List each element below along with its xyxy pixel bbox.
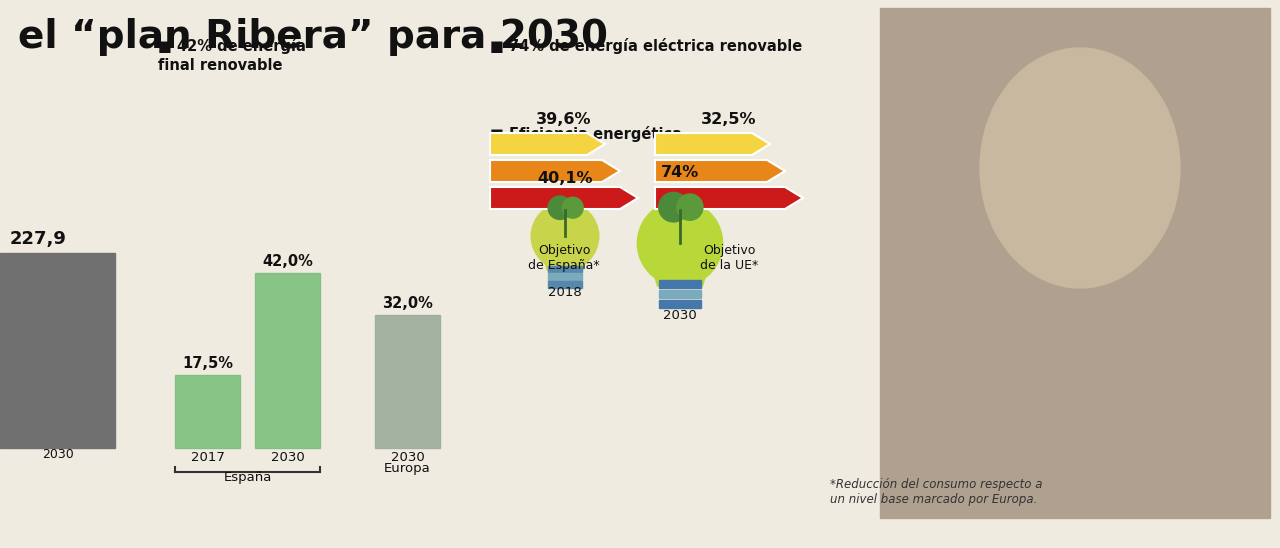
- Bar: [881, 8, 1270, 518]
- Bar: [375, 315, 440, 448]
- Text: 2030: 2030: [390, 451, 425, 464]
- Text: Objetivo
de España*: Objetivo de España*: [529, 244, 600, 272]
- Ellipse shape: [980, 48, 1180, 288]
- Polygon shape: [543, 256, 588, 271]
- Text: 2017: 2017: [191, 451, 224, 464]
- Text: 39,6%: 39,6%: [536, 112, 591, 127]
- Bar: [0, 253, 115, 448]
- Bar: [175, 375, 241, 448]
- Text: 32,5%: 32,5%: [701, 112, 756, 127]
- Text: 42,0%: 42,0%: [262, 254, 312, 269]
- Text: 32,0%: 32,0%: [381, 296, 433, 311]
- Polygon shape: [655, 133, 771, 155]
- Circle shape: [548, 196, 571, 219]
- Text: 17,5%: 17,5%: [182, 356, 233, 371]
- Polygon shape: [490, 160, 620, 182]
- Circle shape: [637, 201, 723, 286]
- Text: 227,9: 227,9: [10, 230, 67, 248]
- Text: España: España: [223, 471, 271, 484]
- Polygon shape: [652, 268, 709, 287]
- Bar: [255, 273, 320, 448]
- Text: el “plan Ribera” para 2030: el “plan Ribera” para 2030: [18, 18, 608, 56]
- Polygon shape: [490, 187, 637, 209]
- Text: Europa: Europa: [384, 462, 431, 475]
- Text: 2030: 2030: [663, 309, 696, 322]
- Bar: [548, 281, 582, 288]
- Text: 40,1%: 40,1%: [538, 171, 593, 186]
- Circle shape: [531, 203, 599, 270]
- Text: Objetivo
de la UE*: Objetivo de la UE*: [700, 244, 758, 272]
- Text: 2030: 2030: [42, 448, 74, 461]
- Bar: [548, 266, 582, 272]
- Bar: [659, 290, 701, 298]
- Text: 74%: 74%: [660, 165, 699, 180]
- Polygon shape: [655, 160, 785, 182]
- Text: 2030: 2030: [270, 451, 305, 464]
- Bar: [548, 273, 582, 280]
- Polygon shape: [655, 187, 803, 209]
- Text: ■ Eficiencia energética: ■ Eficiencia energética: [490, 126, 682, 142]
- Text: ■ 42% de energía
final renovable: ■ 42% de energía final renovable: [157, 38, 306, 72]
- Text: 2018: 2018: [548, 286, 582, 299]
- Circle shape: [677, 194, 703, 220]
- Bar: [659, 300, 701, 308]
- Polygon shape: [490, 133, 605, 155]
- Circle shape: [659, 192, 689, 222]
- Bar: [659, 280, 701, 288]
- Circle shape: [562, 197, 584, 218]
- Text: *Reducción del consumo respecto a
un nivel base marcado por Europa.: *Reducción del consumo respecto a un niv…: [829, 478, 1042, 506]
- Text: ■ 74% de energía eléctrica renovable: ■ 74% de energía eléctrica renovable: [490, 38, 803, 54]
